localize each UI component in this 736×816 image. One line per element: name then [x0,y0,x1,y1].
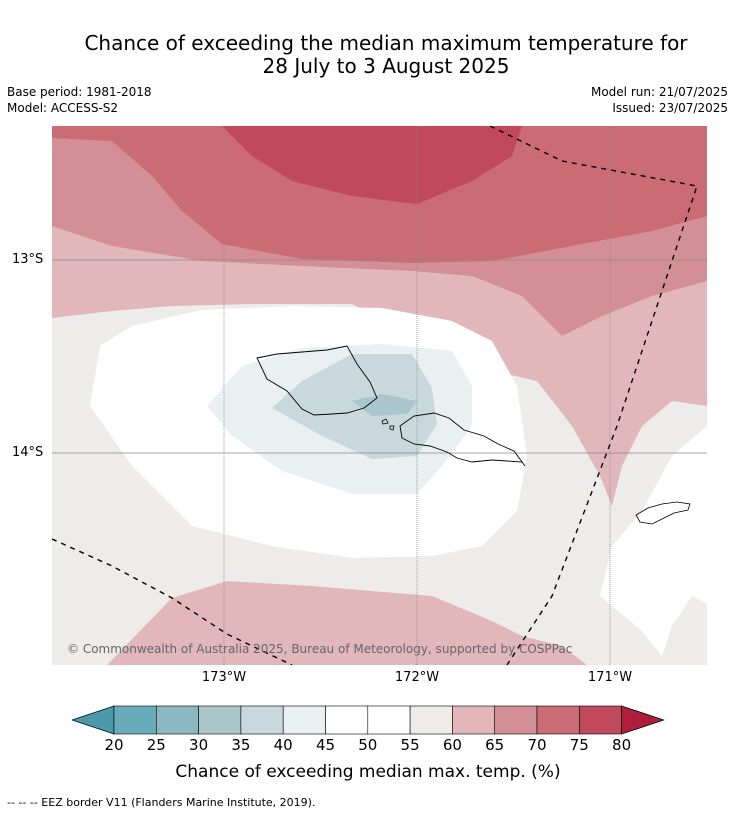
forecast-map-svg [52,126,707,665]
colorbar-segment [409,705,453,735]
colorbar-tick-label: 25 [146,736,166,754]
map-title-line1: Chance of exceeding the median maximum t… [84,31,688,55]
colorbar-segment [113,705,157,735]
eez-border [52,126,698,665]
colorbar-segment [240,705,284,735]
colorbar-tick-label: 45 [315,736,336,754]
lat-label-13s: 13°S [12,252,44,267]
forecast-map [52,126,707,665]
lon-label-171w: 171°W [587,670,633,685]
contour-band-45-55-east [600,426,707,656]
colorbar-segment [494,705,538,735]
base-period: Base period: 1981-2018 [7,85,152,99]
colorbar-tick-label: 60 [442,736,462,754]
lat-label-14s: 14°S [12,445,44,460]
model-run: Model run: 21/07/2025 [590,85,728,99]
colorbar-tick-label: 65 [485,736,505,754]
eez-border-southwest [52,538,293,665]
copyright-notice: © Commonwealth of Australia 2025, Bureau… [67,642,573,656]
colorbar-segment [536,705,580,735]
east-island-outline [635,501,691,525]
colorbar-segment [282,705,326,735]
colorbar-tick-label: 50 [358,736,378,754]
colorbar-tick-label: 35 [231,736,251,754]
graticule [52,126,707,665]
colorbar-tick-label: 70 [527,736,547,754]
contour-band-30-35 [352,394,417,416]
contour-band-35-40 [272,354,437,459]
colorbar-tick-label: 40 [273,736,293,754]
colorbar-segment [325,705,369,735]
lon-label-172w: 172°W [394,670,440,685]
colorbar-tick-label: 30 [189,736,209,754]
map-title-line2: 28 July to 3 August 2025 [262,54,510,78]
manono-island-outline [381,418,395,431]
model-name: Model: ACCESS-S2 [7,101,119,115]
contour-band-60-65-south [107,581,587,665]
colorbar-tick-label: 20 [104,736,124,754]
colorbar-segment [367,705,411,735]
eez-border-east [489,126,698,665]
upolu-island-outline [399,412,526,467]
savaii-island-outline [256,345,378,416]
colorbar-segment [198,705,242,735]
colorbar-segment [156,705,199,735]
colorbar-segment [452,705,495,735]
colorbar-segment [578,705,622,735]
issued-date: Issued: 23/07/2025 [612,101,728,115]
colorbar-tick-label: 75 [569,736,589,754]
contour-band-75-80 [222,126,522,204]
colorbar-tick-label: 80 [612,736,632,754]
colorbar-tick-label: 55 [400,736,420,754]
eez-border-legend: -- -- -- EEZ border V11 (Flanders Marine… [7,796,316,809]
colorbar-svg [70,705,665,735]
colorbar-extend-high [621,705,665,735]
colorbar [70,704,666,740]
lon-label-173w: 173°W [201,670,247,685]
colorbar-label: Chance of exceeding median max. temp. (%… [175,762,561,782]
colorbar-extend-low [70,705,115,735]
